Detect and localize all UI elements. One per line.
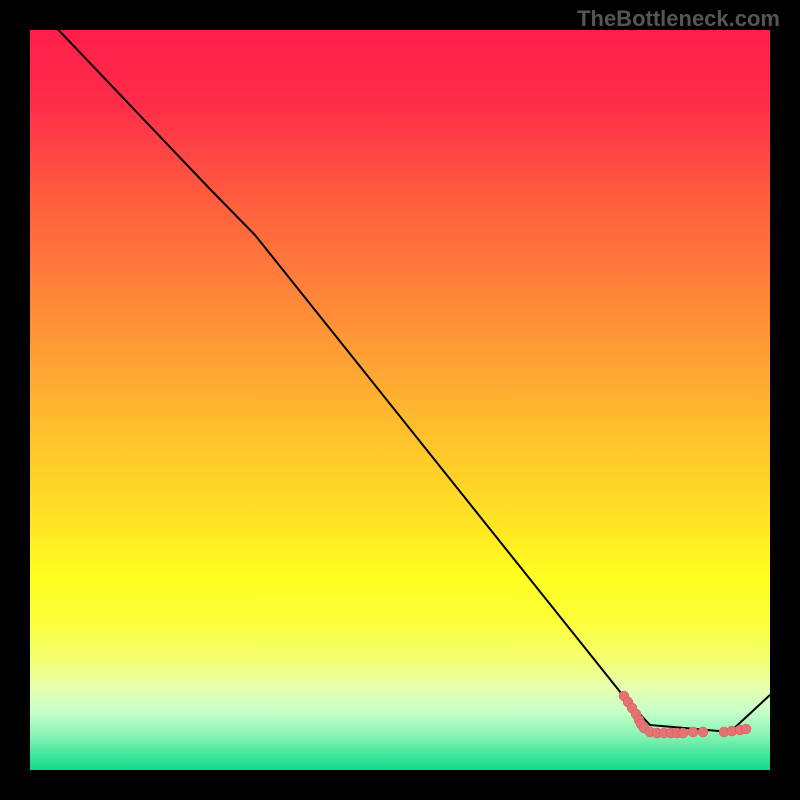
scatter-cluster: [619, 691, 751, 738]
scatter-point: [688, 727, 698, 737]
chart-container: TheBottleneck.com: [0, 0, 800, 800]
scatter-point: [741, 724, 751, 734]
chart-svg: [30, 30, 770, 770]
watermark-text: TheBottleneck.com: [577, 6, 780, 32]
scatter-point: [698, 727, 708, 737]
scatter-point: [678, 728, 688, 738]
main-line: [30, 0, 770, 732]
plot-area: [30, 30, 770, 770]
